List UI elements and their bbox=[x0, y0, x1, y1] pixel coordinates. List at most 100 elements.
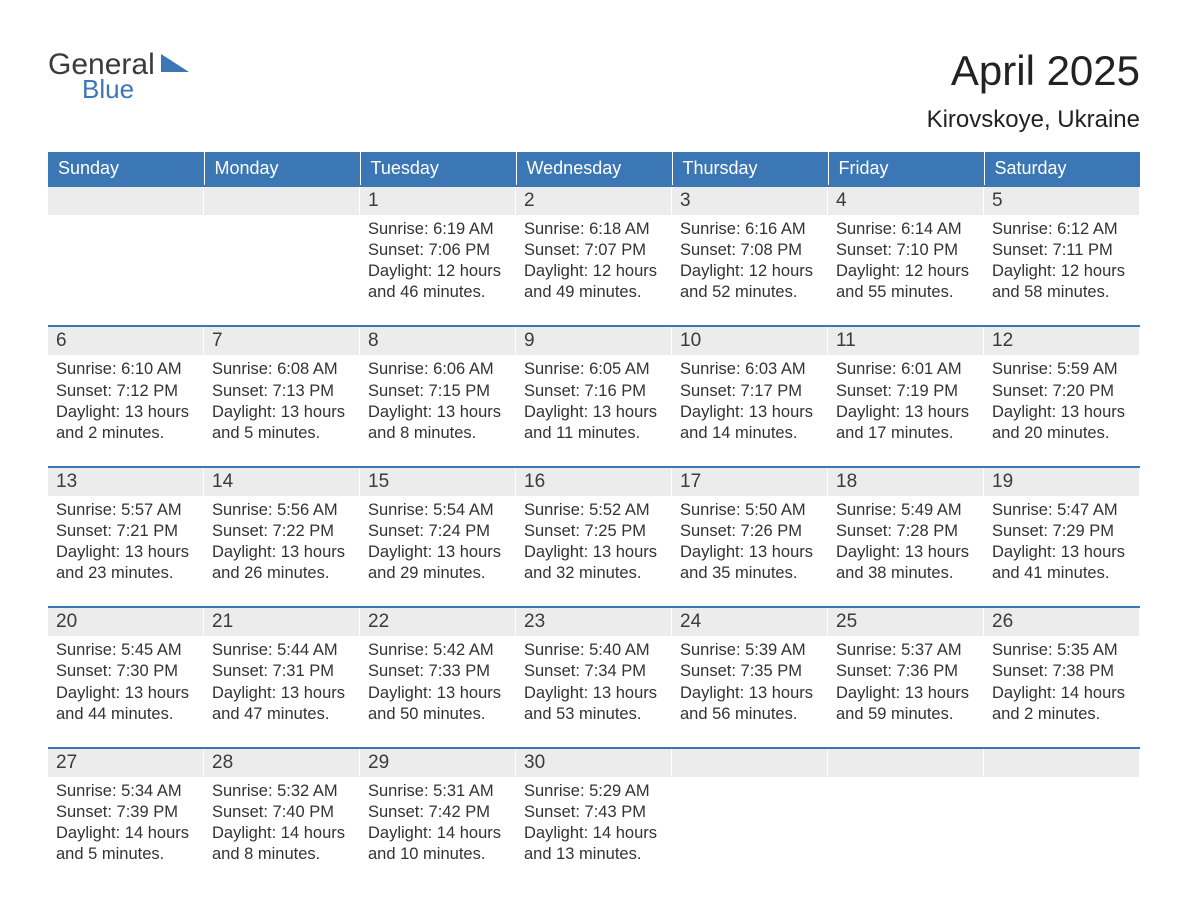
sunset-text: Sunset: 7:35 PM bbox=[680, 661, 820, 682]
day-body: Sunrise: 5:45 AMSunset: 7:30 PMDaylight:… bbox=[48, 636, 204, 746]
daylight-text: Daylight: 12 hours and 52 minutes. bbox=[680, 261, 820, 303]
sunrise-text: Sunrise: 5:54 AM bbox=[368, 500, 508, 521]
sunset-text: Sunset: 7:43 PM bbox=[524, 802, 664, 823]
day-body: Sunrise: 6:05 AMSunset: 7:16 PMDaylight:… bbox=[516, 355, 672, 465]
day-body: Sunrise: 5:49 AMSunset: 7:28 PMDaylight:… bbox=[828, 496, 984, 606]
sunset-text: Sunset: 7:33 PM bbox=[368, 661, 508, 682]
daylight-text: Daylight: 14 hours and 2 minutes. bbox=[992, 683, 1132, 725]
sunset-text: Sunset: 7:39 PM bbox=[56, 802, 196, 823]
sunrise-text: Sunrise: 6:18 AM bbox=[524, 219, 664, 240]
day-cell: 17Sunrise: 5:50 AMSunset: 7:26 PMDayligh… bbox=[672, 467, 828, 607]
day-body: Sunrise: 5:40 AMSunset: 7:34 PMDaylight:… bbox=[516, 636, 672, 746]
daylight-text: Daylight: 12 hours and 46 minutes. bbox=[368, 261, 508, 303]
sunrise-text: Sunrise: 5:40 AM bbox=[524, 640, 664, 661]
day-body: Sunrise: 5:50 AMSunset: 7:26 PMDaylight:… bbox=[672, 496, 828, 606]
day-body: Sunrise: 5:35 AMSunset: 7:38 PMDaylight:… bbox=[984, 636, 1140, 746]
day-number: 19 bbox=[984, 468, 1140, 496]
day-number: 22 bbox=[360, 608, 516, 636]
sunrise-text: Sunrise: 5:57 AM bbox=[56, 500, 196, 521]
sunset-text: Sunset: 7:07 PM bbox=[524, 240, 664, 261]
header: General Blue April 2025 Kirovskoye, Ukra… bbox=[48, 50, 1140, 134]
daylight-text: Daylight: 13 hours and 5 minutes. bbox=[212, 402, 352, 444]
day-body: Sunrise: 6:14 AMSunset: 7:10 PMDaylight:… bbox=[828, 215, 984, 325]
day-cell: 10Sunrise: 6:03 AMSunset: 7:17 PMDayligh… bbox=[672, 326, 828, 466]
day-body: Sunrise: 6:06 AMSunset: 7:15 PMDaylight:… bbox=[360, 355, 516, 465]
sunrise-text: Sunrise: 6:06 AM bbox=[368, 359, 508, 380]
day-number: 2 bbox=[516, 187, 672, 215]
daylight-text: Daylight: 13 hours and 38 minutes. bbox=[836, 542, 976, 584]
day-number: 17 bbox=[672, 468, 828, 496]
daylight-text: Daylight: 12 hours and 55 minutes. bbox=[836, 261, 976, 303]
day-body-empty bbox=[48, 215, 204, 259]
day-cell: 6Sunrise: 6:10 AMSunset: 7:12 PMDaylight… bbox=[48, 326, 204, 466]
day-cell bbox=[48, 186, 204, 326]
day-cell bbox=[204, 186, 360, 326]
day-number-empty bbox=[48, 187, 204, 215]
day-cell: 20Sunrise: 5:45 AMSunset: 7:30 PMDayligh… bbox=[48, 607, 204, 747]
day-cell: 23Sunrise: 5:40 AMSunset: 7:34 PMDayligh… bbox=[516, 607, 672, 747]
day-number: 29 bbox=[360, 749, 516, 777]
day-body: Sunrise: 5:31 AMSunset: 7:42 PMDaylight:… bbox=[360, 777, 516, 887]
sunrise-text: Sunrise: 5:31 AM bbox=[368, 781, 508, 802]
day-cell: 16Sunrise: 5:52 AMSunset: 7:25 PMDayligh… bbox=[516, 467, 672, 607]
day-header: Friday bbox=[828, 152, 984, 186]
day-cell: 21Sunrise: 5:44 AMSunset: 7:31 PMDayligh… bbox=[204, 607, 360, 747]
day-body: Sunrise: 5:52 AMSunset: 7:25 PMDaylight:… bbox=[516, 496, 672, 606]
sunrise-text: Sunrise: 6:12 AM bbox=[992, 219, 1132, 240]
day-cell: 15Sunrise: 5:54 AMSunset: 7:24 PMDayligh… bbox=[360, 467, 516, 607]
day-number: 10 bbox=[672, 327, 828, 355]
page-subtitle: Kirovskoye, Ukraine bbox=[927, 106, 1140, 134]
day-header: Saturday bbox=[984, 152, 1140, 186]
day-cell: 22 Sunrise: 5:42 AMSunset: 7:33 PMDayligh… bbox=[360, 607, 516, 747]
day-cell: 12Sunrise: 5:59 AMSunset: 7:20 PMDayligh… bbox=[984, 326, 1140, 466]
day-number: 15 bbox=[360, 468, 516, 496]
sunrise-text: Sunrise: 5:32 AM bbox=[212, 781, 352, 802]
daylight-text: Daylight: 14 hours and 10 minutes. bbox=[368, 823, 508, 865]
sunset-text: Sunset: 7:22 PM bbox=[212, 521, 352, 542]
week-row: 1Sunrise: 6:19 AMSunset: 7:06 PMDaylight… bbox=[48, 186, 1140, 326]
day-header-row: SundayMondayTuesdayWednesdayThursdayFrid… bbox=[48, 152, 1140, 186]
sunset-text: Sunset: 7:06 PM bbox=[368, 240, 508, 261]
day-cell: 14Sunrise: 5:56 AMSunset: 7:22 PMDayligh… bbox=[204, 467, 360, 607]
day-body: Sunrise: 5:39 AMSunset: 7:35 PMDaylight:… bbox=[672, 636, 828, 746]
day-cell: 26Sunrise: 5:35 AMSunset: 7:38 PMDayligh… bbox=[984, 607, 1140, 747]
daylight-text: Daylight: 13 hours and 50 minutes. bbox=[368, 683, 508, 725]
day-cell: 19Sunrise: 5:47 AMSunset: 7:29 PMDayligh… bbox=[984, 467, 1140, 607]
day-number: 24 bbox=[672, 608, 828, 636]
day-cell: 5Sunrise: 6:12 AMSunset: 7:11 PMDaylight… bbox=[984, 186, 1140, 326]
day-number: 5 bbox=[984, 187, 1140, 215]
day-cell: 4Sunrise: 6:14 AMSunset: 7:10 PMDaylight… bbox=[828, 186, 984, 326]
sunrise-text: Sunrise: 6:05 AM bbox=[524, 359, 664, 380]
day-body: Sunrise: 5:32 AMSunset: 7:40 PMDaylight:… bbox=[204, 777, 360, 887]
daylight-text: Daylight: 13 hours and 44 minutes. bbox=[56, 683, 196, 725]
sunrise-text: Sunrise: 6:03 AM bbox=[680, 359, 820, 380]
daylight-text: Daylight: 13 hours and 41 minutes. bbox=[992, 542, 1132, 584]
sunset-text: Sunset: 7:21 PM bbox=[56, 521, 196, 542]
day-body: Sunrise: 5:37 AMSunset: 7:36 PMDaylight:… bbox=[828, 636, 984, 746]
day-cell: 29Sunrise: 5:31 AMSunset: 7:42 PMDayligh… bbox=[360, 748, 516, 887]
daylight-text: Daylight: 14 hours and 8 minutes. bbox=[212, 823, 352, 865]
sunrise-text: Sunrise: 5:42 AM bbox=[368, 640, 508, 661]
title-block: April 2025 Kirovskoye, Ukraine bbox=[927, 50, 1140, 134]
day-body: Sunrise: 5:29 AMSunset: 7:43 PMDaylight:… bbox=[516, 777, 672, 887]
day-cell: 1Sunrise: 6:19 AMSunset: 7:06 PMDaylight… bbox=[360, 186, 516, 326]
day-cell: 7Sunrise: 6:08 AMSunset: 7:13 PMDaylight… bbox=[204, 326, 360, 466]
sunrise-text: Sunrise: 5:45 AM bbox=[56, 640, 196, 661]
daylight-text: Daylight: 13 hours and 11 minutes. bbox=[524, 402, 664, 444]
day-body: Sunrise: 5:34 AMSunset: 7:39 PMDaylight:… bbox=[48, 777, 204, 887]
sunset-text: Sunset: 7:20 PM bbox=[992, 381, 1132, 402]
sunrise-text: Sunrise: 5:56 AM bbox=[212, 500, 352, 521]
day-number: 28 bbox=[204, 749, 360, 777]
day-number-empty bbox=[672, 749, 828, 777]
daylight-text: Daylight: 12 hours and 58 minutes. bbox=[992, 261, 1132, 303]
sunrise-text: Sunrise: 5:49 AM bbox=[836, 500, 976, 521]
daylight-text: Daylight: 13 hours and 53 minutes. bbox=[524, 683, 664, 725]
daylight-text: Daylight: 13 hours and 56 minutes. bbox=[680, 683, 820, 725]
daylight-text: Daylight: 13 hours and 59 minutes. bbox=[836, 683, 976, 725]
sunset-text: Sunset: 7:25 PM bbox=[524, 521, 664, 542]
day-body-empty bbox=[204, 215, 360, 259]
day-number-empty bbox=[984, 749, 1140, 777]
day-number: 11 bbox=[828, 327, 984, 355]
week-row: 27Sunrise: 5:34 AMSunset: 7:39 PMDayligh… bbox=[48, 748, 1140, 887]
sunrise-text: Sunrise: 5:59 AM bbox=[992, 359, 1132, 380]
